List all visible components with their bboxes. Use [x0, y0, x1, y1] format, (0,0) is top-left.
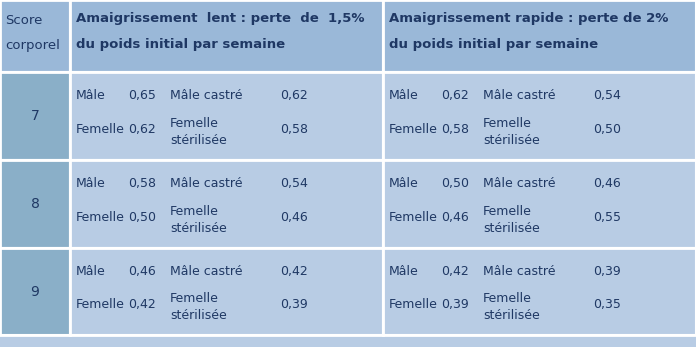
Text: 0,54: 0,54: [280, 177, 308, 190]
Text: Mâle castré: Mâle castré: [483, 89, 555, 102]
Text: Femelle: Femelle: [483, 292, 532, 305]
Text: Mâle: Mâle: [76, 177, 106, 190]
Text: Femelle: Femelle: [76, 211, 125, 224]
Text: Mâle: Mâle: [389, 265, 419, 278]
Text: Mâle: Mâle: [389, 177, 419, 190]
Bar: [383, 0, 696, 72]
Text: 0,46: 0,46: [280, 211, 308, 224]
Text: stérilisée: stérilisée: [170, 222, 227, 235]
Text: 0,39: 0,39: [280, 298, 308, 311]
Text: 0,62: 0,62: [280, 89, 308, 102]
Text: 0,54: 0,54: [593, 89, 621, 102]
Text: 0,39: 0,39: [593, 265, 621, 278]
Text: 0,58: 0,58: [280, 123, 308, 136]
Text: Score: Score: [5, 14, 42, 26]
Text: Mâle castré: Mâle castré: [483, 177, 555, 190]
Text: Femelle: Femelle: [76, 123, 125, 136]
Text: 0,46: 0,46: [128, 265, 156, 278]
Bar: [383, 160, 696, 248]
Text: 7: 7: [31, 109, 40, 123]
Text: Femelle: Femelle: [389, 211, 438, 224]
Bar: [0, 0, 70, 72]
Text: du poids initial par semaine: du poids initial par semaine: [76, 37, 285, 51]
Text: Mâle: Mâle: [76, 89, 106, 102]
Text: Femelle: Femelle: [483, 204, 532, 218]
Text: Mâle: Mâle: [389, 89, 419, 102]
Text: 0,50: 0,50: [128, 211, 156, 224]
Text: 0,58: 0,58: [128, 177, 156, 190]
Bar: [0, 160, 70, 248]
Bar: [70, 72, 383, 160]
Bar: [383, 72, 696, 160]
Text: 0,50: 0,50: [441, 177, 469, 190]
Text: Mâle castré: Mâle castré: [483, 265, 555, 278]
Text: Amaigrissement  lent : perte  de  1,5%: Amaigrissement lent : perte de 1,5%: [76, 11, 365, 25]
Text: 0,55: 0,55: [593, 211, 621, 224]
Text: 0,42: 0,42: [280, 265, 308, 278]
Text: corporel: corporel: [5, 39, 60, 51]
Text: Mâle: Mâle: [76, 265, 106, 278]
Text: du poids initial par semaine: du poids initial par semaine: [389, 37, 598, 51]
Text: 0,62: 0,62: [128, 123, 156, 136]
Text: stérilisée: stérilisée: [170, 134, 227, 147]
Text: 0,58: 0,58: [441, 123, 469, 136]
Bar: [0, 72, 70, 160]
Text: 0,42: 0,42: [441, 265, 468, 278]
Text: 0,35: 0,35: [593, 298, 621, 311]
Text: stérilisée: stérilisée: [483, 134, 540, 147]
Text: Femelle: Femelle: [389, 298, 438, 311]
Text: Femelle: Femelle: [76, 298, 125, 311]
Bar: [70, 0, 383, 72]
Text: 0,46: 0,46: [441, 211, 468, 224]
Text: stérilisée: stérilisée: [170, 310, 227, 322]
Text: 9: 9: [31, 285, 40, 298]
Bar: [383, 248, 696, 335]
Bar: [70, 160, 383, 248]
Text: stérilisée: stérilisée: [483, 310, 540, 322]
Text: Mâle castré: Mâle castré: [170, 177, 242, 190]
Text: stérilisée: stérilisée: [483, 222, 540, 235]
Text: 8: 8: [31, 197, 40, 211]
Text: Femelle: Femelle: [483, 117, 532, 129]
Bar: [70, 248, 383, 335]
Text: 0,46: 0,46: [593, 177, 621, 190]
Text: Femelle: Femelle: [170, 204, 219, 218]
Text: Mâle castré: Mâle castré: [170, 265, 242, 278]
Text: Femelle: Femelle: [170, 292, 219, 305]
Text: Amaigrissement rapide : perte de 2%: Amaigrissement rapide : perte de 2%: [389, 11, 668, 25]
Text: 0,42: 0,42: [128, 298, 156, 311]
Text: Femelle: Femelle: [389, 123, 438, 136]
Text: 0,65: 0,65: [128, 89, 156, 102]
Text: 0,50: 0,50: [593, 123, 621, 136]
Text: 0,39: 0,39: [441, 298, 468, 311]
Text: Femelle: Femelle: [170, 117, 219, 129]
Text: 0,62: 0,62: [441, 89, 468, 102]
Text: Mâle castré: Mâle castré: [170, 89, 242, 102]
Bar: [0, 248, 70, 335]
